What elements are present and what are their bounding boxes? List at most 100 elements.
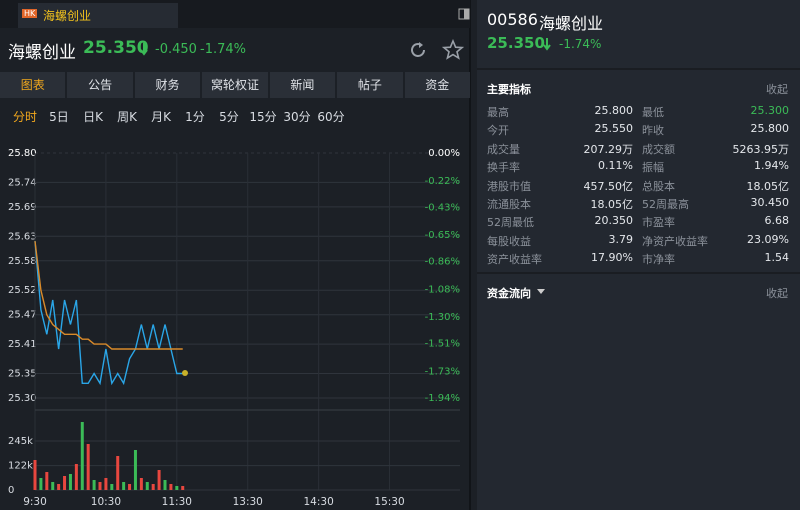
side-price: 25.350 [487, 34, 545, 52]
panel-icon[interactable] [458, 8, 470, 20]
indicator-value: 6.68 [764, 214, 790, 228]
down-arrow [543, 38, 551, 51]
indicator-row: 资产收益率 17.90% 市净率 1.54 [487, 251, 789, 269]
period-tab[interactable]: 5分 [219, 110, 239, 124]
volume-bar [74, 464, 78, 490]
indicator-value: 1.54 [764, 251, 790, 265]
indicator-value: 207.29万 [583, 142, 634, 156]
dropdown-icon[interactable] [537, 289, 545, 295]
period-tab[interactable]: 1分 [185, 110, 205, 124]
nav-tab[interactable]: 公告 [67, 72, 133, 98]
indicator-label: 52周最高 [642, 198, 689, 211]
volume-bar [116, 456, 120, 490]
price-change: -0.450 [155, 42, 197, 57]
flow-title: 资金流向 [487, 287, 531, 300]
volume-bar [133, 450, 137, 490]
indicator-value: 20.350 [594, 214, 634, 228]
indicator-value: 23.09% [747, 232, 789, 246]
nav-tab[interactable]: 资金 [404, 72, 470, 98]
series-line [34, 241, 183, 386]
side-code: 00586 [487, 10, 538, 29]
divider [477, 272, 800, 274]
stock-price: 25.350 [83, 38, 149, 58]
indicator-label: 昨收 [642, 124, 664, 138]
y-tick-label: 25.74 [8, 177, 37, 188]
refresh-icon[interactable] [408, 40, 428, 60]
nav-tab[interactable]: 新闻 [269, 72, 336, 98]
x-tick-label: 11:30 [162, 496, 192, 508]
indicator-row: 每股收益 3.79 净资产收益率 23.09% [487, 233, 789, 251]
tab[interactable]: HK 海螺创业 [18, 3, 178, 28]
period-tabs: 分时 5日 日K 周K 月K 1分 5分 15分 30分 60分 [8, 108, 348, 125]
indicator-label: 市盈率 [642, 216, 675, 230]
period-tab[interactable]: 日K [83, 110, 103, 124]
volume-bar [63, 476, 67, 490]
side-name: 海螺创业 [539, 14, 604, 33]
indicator-label: 今开 [487, 124, 509, 138]
period-tab[interactable]: 周K [117, 110, 137, 124]
side-panel: 00586 海螺创业 25.350 -1.74% 主要指标 收起 最高 25.80… [477, 0, 800, 510]
x-tick-label: 13:30 [233, 496, 263, 508]
down-arrow [140, 43, 148, 56]
volume-bar [145, 482, 149, 490]
indicator-row: 流通股本 18.05亿 52周最高 30.450 [487, 196, 789, 214]
indicator-value: 17.90% [591, 251, 633, 265]
indicator-label: 换手率 [487, 161, 520, 175]
x-tick-label: 14:30 [304, 496, 334, 508]
nav-tab[interactable]: 窝轮权证 [202, 72, 268, 98]
period-tab[interactable]: 月K [151, 110, 171, 124]
indicator-value: 25.800 [594, 104, 634, 117]
nav-tab[interactable]: 图表 [0, 72, 66, 98]
indicator-value: 5263.95万 [732, 142, 790, 156]
divider [477, 68, 800, 70]
x-tick-label: 15:30 [374, 496, 404, 508]
y-tick-label: 25.35 [8, 369, 37, 380]
y2-tick-label: -0.43% [425, 202, 460, 213]
y2-tick-label: -1.94% [425, 393, 460, 404]
indicator-label: 52周最低 [487, 216, 534, 230]
indicator-row: 换手率 0.11% 振幅 1.94% [487, 159, 789, 177]
period-tab[interactable]: 15分 [249, 110, 277, 124]
period-tab[interactable]: 30分 [283, 110, 311, 124]
nav-tab[interactable]: 帖子 [337, 72, 403, 98]
nav-tab[interactable]: 财务 [134, 72, 201, 98]
y2-tick-label: -1.08% [425, 284, 460, 295]
side-change-pct: -1.74% [559, 37, 602, 51]
stock-name: 海螺创业 [8, 43, 76, 63]
indicator-label: 最高 [487, 106, 509, 119]
volume-bar [110, 484, 114, 490]
indicator-label: 振幅 [642, 161, 664, 175]
volume-bar [98, 482, 102, 490]
y-tick-label: 25.80 [8, 148, 37, 159]
collapse-button[interactable]: 收起 [766, 287, 788, 300]
indicator-value: 1.94% [754, 159, 789, 173]
y-tick-label: 25.52 [8, 285, 37, 296]
volume-bar [57, 484, 61, 490]
collapse-button[interactable]: 收起 [766, 83, 788, 96]
y2-tick-label: -1.30% [425, 312, 460, 323]
volume-bar [33, 460, 37, 490]
indicator-label: 流通股本 [487, 198, 531, 211]
star-icon[interactable] [442, 39, 464, 61]
volume-bar [169, 484, 173, 490]
volume-bar [139, 478, 143, 490]
volume-bar [39, 478, 43, 490]
volume-bar [151, 484, 155, 490]
period-tab[interactable]: 60分 [317, 110, 345, 124]
y2-tick-label: -0.22% [425, 176, 460, 187]
volume-bar [128, 484, 132, 490]
volume-bar [175, 486, 179, 490]
y-tick-label: 0 [8, 485, 14, 496]
period-tab[interactable]: 分时 [12, 110, 37, 124]
indicator-value: 0.11% [598, 159, 633, 173]
indicator-label: 每股收益 [487, 234, 531, 248]
indicator-value: 18.05亿 [746, 179, 790, 193]
period-tab[interactable]: 5日 [49, 110, 69, 124]
y-tick-label: 25.47 [8, 310, 37, 321]
indicators-title: 主要指标 [487, 83, 531, 96]
indicator-row: 今开 25.550 昨收 25.800 [487, 122, 789, 140]
indicator-value: 30.450 [750, 196, 790, 209]
y-tick-label: 245k [8, 436, 33, 447]
volume-bar [80, 422, 84, 490]
